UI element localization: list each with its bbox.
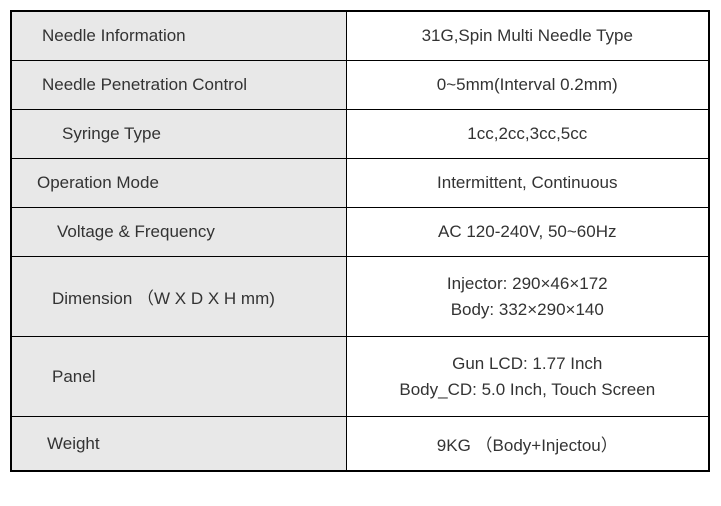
row-label: Syringe Type	[11, 110, 346, 159]
table-row: Dimension （W X D X H mm) Injector: 290×4…	[11, 257, 709, 337]
table-row: Needle Penetration Control 0~5mm(Interva…	[11, 61, 709, 110]
row-label: Needle Information	[11, 11, 346, 61]
row-value: 1cc,2cc,3cc,5cc	[346, 110, 709, 159]
row-value: Intermittent, Continuous	[346, 159, 709, 208]
specification-table: Needle Information 31G,Spin Multi Needle…	[10, 10, 710, 472]
table-row: Syringe Type 1cc,2cc,3cc,5cc	[11, 110, 709, 159]
row-label: Voltage & Frequency	[11, 208, 346, 257]
row-value: AC 120-240V, 50~60Hz	[346, 208, 709, 257]
table-row: Operation Mode Intermittent, Continuous	[11, 159, 709, 208]
row-label: Dimension （W X D X H mm)	[11, 257, 346, 337]
value-line-1: Injector: 290×46×172	[447, 274, 608, 293]
table-row: Needle Information 31G,Spin Multi Needle…	[11, 11, 709, 61]
row-value: 0~5mm(Interval 0.2mm)	[346, 61, 709, 110]
row-value: Injector: 290×46×172 Body: 332×290×140	[346, 257, 709, 337]
value-line-1: Gun LCD: 1.77 Inch	[452, 354, 602, 373]
row-value: 9KG （Body+Injectou）	[346, 417, 709, 472]
row-label: Weight	[11, 417, 346, 472]
row-label: Operation Mode	[11, 159, 346, 208]
table-row: Panel Gun LCD: 1.77 Inch Body_CD: 5.0 In…	[11, 337, 709, 417]
value-line-2: Body: 332×290×140	[451, 300, 604, 319]
value-line-2: Body_CD: 5.0 Inch, Touch Screen	[399, 380, 655, 399]
table-row: Voltage & Frequency AC 120-240V, 50~60Hz	[11, 208, 709, 257]
row-value: Gun LCD: 1.77 Inch Body_CD: 5.0 Inch, To…	[346, 337, 709, 417]
row-label: Needle Penetration Control	[11, 61, 346, 110]
row-label: Panel	[11, 337, 346, 417]
table-row: Weight 9KG （Body+Injectou）	[11, 417, 709, 472]
row-value: 31G,Spin Multi Needle Type	[346, 11, 709, 61]
